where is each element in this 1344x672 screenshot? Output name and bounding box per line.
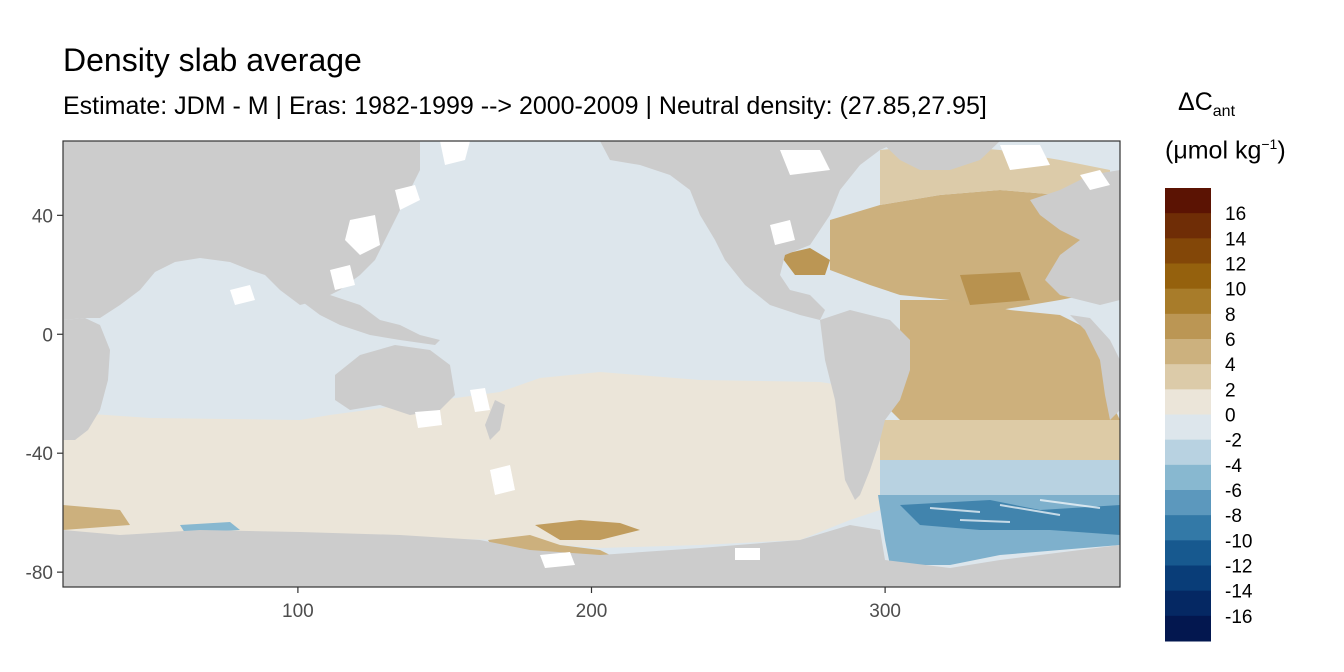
antarctic-coastal-patch-3 [63,505,130,530]
legend-label: -2 [1225,431,1242,452]
legend-swatch [1165,188,1211,214]
legend-swatch [1165,364,1211,390]
no-data-nz-south [490,465,515,495]
land-australia [335,345,455,415]
legend-label: 6 [1225,330,1236,351]
legend-swatch [1165,238,1211,264]
legend-title-sub: ant [1212,103,1236,120]
legend-unit-suffix: ) [1277,136,1286,165]
legend-swatch [1165,389,1211,415]
legend-label: 4 [1225,355,1236,376]
y-tick-label: 40 [32,206,53,227]
legend-title: ΔCant [1178,88,1235,121]
map-layers [63,141,1120,587]
legend-label: -4 [1225,456,1242,477]
land-europe [1030,170,1120,305]
land-new-zealand [485,400,505,440]
legend-label: -16 [1225,607,1252,628]
y-tick-label: -40 [26,444,53,465]
south-atlantic-mid-region [880,420,1120,460]
gulf-region [780,248,830,275]
legend-swatch [1165,490,1211,516]
no-data-east-asia [395,185,420,210]
land-greenland [880,141,1000,170]
legend-label: 10 [1225,280,1246,301]
y-axis: 40 0 -40 -80 [26,206,63,584]
land-africa [63,318,110,440]
land-south-america [820,310,910,500]
no-data-patches [230,141,1110,568]
legend-swatch [1165,213,1211,239]
legend-colorbar: 16 14 12 10 8 6 4 2 0 -2 -4 -6 -8 -10 -12 -14 -16 [1165,188,1253,642]
weddell-white-streaks [929,499,1101,523]
y-tick-label: 0 [42,325,53,346]
legend-swatch [1165,590,1211,617]
legend-label: 16 [1225,204,1246,225]
x-tick-label: 200 [576,601,608,622]
legend-label: 8 [1225,305,1236,326]
legend-swatch [1165,439,1211,466]
legend-swatch [1165,414,1211,441]
legend-label: -6 [1225,481,1242,502]
south-atlantic-region [880,300,1120,420]
legend-label: -14 [1225,582,1253,603]
legend-label: 2 [1225,380,1236,401]
land-north-america [600,141,900,320]
legend-swatch [1165,288,1211,315]
legend-unit-sup: −1 [1261,136,1278,152]
no-data-bay-of-bengal [230,285,255,305]
weddell-upper-region [880,460,1120,495]
no-data-japan-sea [345,215,380,255]
north-atlantic-region [830,190,1110,310]
no-data-north-america-west [770,220,795,245]
land-africa-west [1070,315,1120,420]
north-atlantic-dark-patch [960,272,1030,305]
no-data-arctic-east [1000,145,1050,170]
legend-unit: (μmol kg−1) [1165,136,1286,165]
legend-swatch [1165,615,1211,642]
legend-label: 14 [1225,229,1247,250]
legend-swatch [1165,263,1211,290]
x-tick-label: 100 [282,601,314,622]
chart-subtitle: Estimate: JDM - M | Eras: 1982-1999 --> … [63,92,987,120]
legend-unit-prefix: (μmol kg [1165,136,1262,165]
no-data-arctic [440,141,470,165]
legend-title-main: ΔC [1178,88,1213,116]
antarctic-coastal-patch-1 [535,520,640,540]
legend-swatch [1165,565,1211,592]
legend-label: -12 [1225,557,1252,578]
legend-swatch [1165,464,1211,491]
land-maritime-continent [300,295,440,345]
legend-label: 12 [1225,255,1246,276]
x-axis: 100 200 300 [282,587,901,622]
x-tick-label: 300 [869,601,901,622]
legend-label: -10 [1225,531,1252,552]
no-data-ross [540,552,575,568]
legend-swatch [1165,540,1211,566]
no-data-baltic [1080,170,1110,190]
y-tick-label: -80 [26,563,53,584]
no-data-australia-south [415,410,442,428]
no-data-scs [330,265,355,290]
land-masses [63,141,1120,587]
chart-title: Density slab average [63,42,362,78]
legend-label: 0 [1225,406,1236,427]
no-data-pacific-rise [735,548,760,560]
legend-swatch [1165,515,1211,541]
weddell-deep-patch [900,500,1120,535]
legend-swatch [1165,313,1211,340]
southern-ocean-band [63,372,880,548]
legend-swatch [1165,339,1211,365]
antarctic-blue-patch [180,522,240,533]
no-data-tasman [470,388,490,412]
no-data-hudson [780,150,830,175]
legend-label: -8 [1225,506,1242,527]
land-asia [63,141,420,320]
land-antarctica [63,525,1120,587]
